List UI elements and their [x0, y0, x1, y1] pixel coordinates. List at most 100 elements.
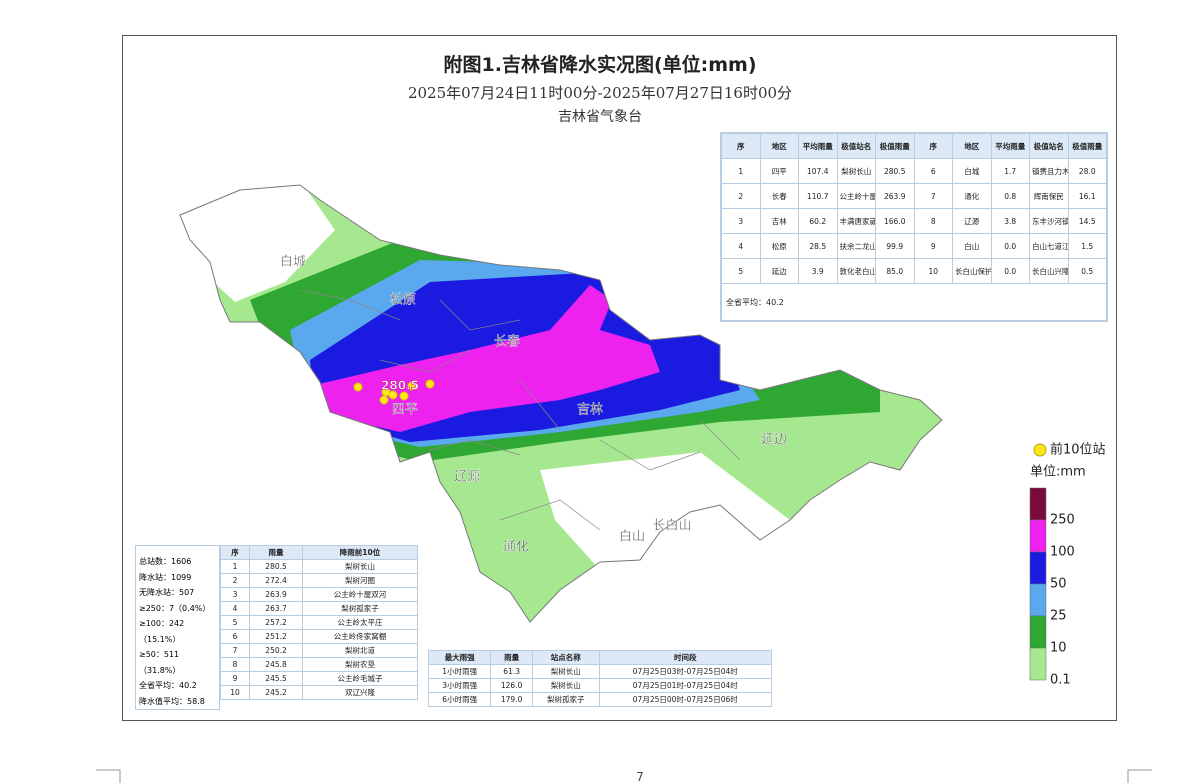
table-cell: 280.5	[249, 559, 304, 574]
column-header: 序	[721, 133, 761, 159]
table-cell: 263.9	[249, 587, 304, 602]
map-label: 松原	[390, 293, 416, 308]
table-cell: 1	[721, 158, 761, 184]
table-cell: 白山七道江	[1029, 233, 1069, 259]
table-cell: 辉南保民	[1029, 183, 1069, 209]
table-cell: 双辽兴隆	[302, 685, 418, 700]
table-cell: 280.5	[875, 158, 915, 184]
column-header: 极值雨量	[1067, 133, 1107, 159]
column-header: 序	[219, 545, 251, 560]
column-header: 序	[913, 133, 953, 159]
table-cell: 3.9	[798, 258, 838, 284]
table-cell: 公主岭十屋双河	[836, 183, 876, 209]
table-cell: 0.8	[990, 183, 1030, 209]
table-cell: 梨树长山	[531, 678, 600, 693]
table-cell: 257.2	[249, 615, 304, 630]
table-row: 3小时雨强 126.0 梨树长山 07月25日01时-07月25日04时	[427, 678, 773, 693]
map-label: 长白山	[652, 518, 691, 534]
table-cell: 公主岭十屋双河	[302, 587, 418, 602]
table-cell: 梨树农垦	[302, 657, 418, 672]
title: 附图1.吉林省降水实况图(单位:mm)	[443, 54, 757, 76]
column-header: 时间段	[598, 650, 773, 665]
table-cell: 5	[219, 615, 251, 630]
table-cell: 85.0	[875, 258, 915, 284]
table-cell: 延边	[759, 258, 799, 284]
page-number: 7	[636, 770, 644, 784]
legend-swatch	[1029, 551, 1047, 585]
stat-line: 无降水站：507	[139, 588, 195, 597]
table-cell: 0.0	[990, 233, 1030, 259]
table-cell: 2	[219, 573, 251, 588]
legend-swatch	[1029, 583, 1047, 617]
stat-line: 全省平均：40.2	[139, 681, 197, 690]
table-cell: 251.2	[249, 629, 304, 644]
table-cell: 16.1	[1067, 183, 1107, 209]
table-cell: 7	[219, 643, 251, 658]
table-row: 5 257.2 公主岭太平庄	[219, 615, 418, 630]
table-row: 6 251.2 公主岭佟家窝棚	[219, 629, 418, 644]
table-row: 4 松原 28.5 扶余二龙山 99.9 9 白山 0.0 白山七道江 1.5	[721, 233, 1107, 259]
table-row: 10 245.2 双辽兴隆	[219, 685, 418, 700]
table-cell: 99.9	[875, 233, 915, 259]
table-row: 1小时雨强 61.3 梨树长山 07月25日03时-07月25日04时	[427, 664, 773, 679]
column-header: 雨量	[249, 545, 304, 560]
table-cell: 179.0	[490, 692, 533, 707]
table-cell: 镇赉且力木	[1029, 158, 1069, 184]
legend-level: 50	[1050, 577, 1067, 592]
table-cell: 东丰沙河镇	[1029, 208, 1069, 234]
table-row: 1 四平 107.4 梨树长山 280.5 6 白城 1.7 镇赉且力木 28.0	[721, 158, 1107, 184]
column-header: 极值站名	[836, 133, 876, 159]
region-table: 序地区 平均雨量 极值站名 极值雨量序地区 平均雨量 极值站名 极值雨量 1 四平 107.4 梨树…	[720, 132, 1108, 322]
top10-table: 序雨量 降雨前10位 1 280.5 梨树长山 2 272.4 梨树河圈 3 263.9 公主岭十屋…	[219, 545, 418, 700]
table-cell: 梨树北道	[302, 643, 418, 658]
table-cell: 5	[721, 258, 761, 284]
table-cell: 0.5	[1067, 258, 1107, 284]
header-row: 序雨量 降雨前10位	[219, 545, 418, 560]
table-cell: 公主岭太平庄	[302, 615, 418, 630]
table-cell: 272.4	[249, 573, 304, 588]
table-cell: 吉林	[759, 208, 799, 234]
legend-level: 10	[1050, 641, 1067, 656]
subtitle: 2025年07月24日11时00分-2025年07月27日16时00分	[407, 84, 793, 102]
top10-dots	[353, 379, 435, 405]
table-cell: 10	[913, 258, 953, 284]
legend-unit: 单位:mm	[1030, 465, 1086, 480]
column-header: 雨量	[490, 650, 533, 665]
peak-label: 280.5	[381, 379, 419, 393]
table-cell: 1	[219, 559, 251, 574]
table-cell: 梨树长山	[836, 158, 876, 184]
legend-swatch	[1029, 615, 1047, 649]
table-cell: 245.5	[249, 671, 304, 686]
table-cell: 3	[721, 208, 761, 234]
table-cell: 长白山保护开发区	[952, 258, 992, 284]
table-cell: 丰满唐家崴子	[836, 208, 876, 234]
table-row: 9 245.5 公主岭毛城子	[219, 671, 418, 686]
table-cell: 梨树孤家子	[302, 601, 418, 616]
top10-station	[399, 391, 409, 401]
table-cell: 9	[219, 671, 251, 686]
table-cell: 白城	[952, 158, 992, 184]
footer-row: 全省平均：40.2	[721, 283, 1107, 321]
table-cell: 1小时雨强	[427, 664, 492, 679]
table-cell: 1.7	[990, 158, 1030, 184]
column-header: 地区	[952, 133, 992, 159]
stat-line: ≥50：511（31.8%）	[139, 650, 181, 675]
table-cell: 4	[721, 233, 761, 259]
county-lines	[299, 289, 741, 531]
table-cell: 6小时雨强	[427, 692, 492, 707]
table-cell: 梨树长山	[302, 559, 418, 574]
stats-box: 总站数：1606 降水站：1099 无降水站：507 ≥250：7（0.4%） ≥100…	[135, 545, 220, 710]
table-cell: 1.5	[1067, 233, 1107, 259]
table-cell: 07月25日03时-07月25日04时	[598, 664, 773, 679]
table-cell: 0.0	[990, 258, 1030, 284]
table-cell: 14.5	[1067, 208, 1107, 234]
table-cell: 白山	[952, 233, 992, 259]
table-cell: 4	[219, 601, 251, 616]
table-cell: 07月25日01时-07月25日04时	[598, 678, 773, 693]
table-cell: 10	[219, 685, 251, 700]
top10-station	[381, 387, 391, 397]
table-cell: 松原	[759, 233, 799, 259]
table-row: 2 272.4 梨树河圈	[219, 573, 418, 588]
table-cell: 通化	[952, 183, 992, 209]
